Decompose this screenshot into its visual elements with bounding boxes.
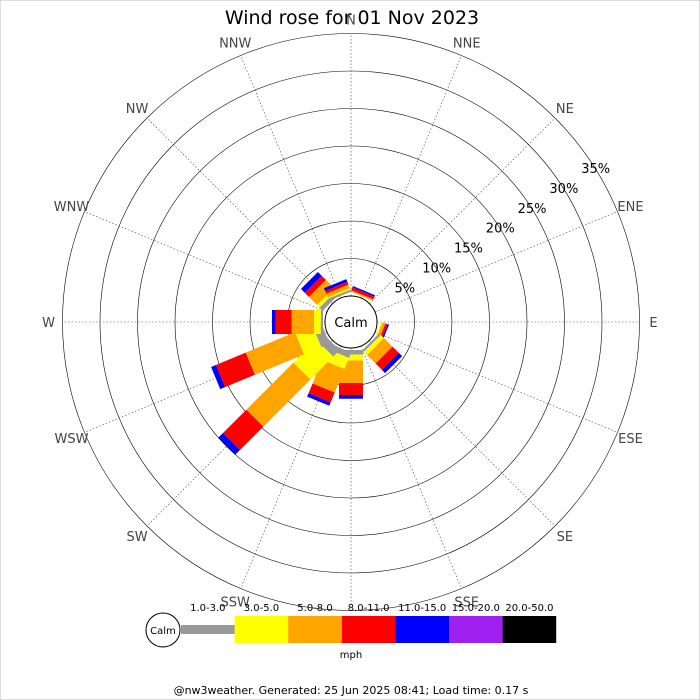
bar-wsw-bin-5 bbox=[211, 365, 226, 390]
ring-label-3: 15% bbox=[454, 242, 483, 257]
bar-wsw-bin-4 bbox=[215, 352, 255, 388]
direction-label-nw: NW bbox=[126, 102, 149, 117]
legend-calm-circle bbox=[145, 612, 181, 648]
legend-swatch-2 bbox=[234, 616, 289, 643]
ring-label-2: 10% bbox=[422, 261, 451, 276]
legend-label-5: 11.0-15.0 bbox=[398, 603, 446, 614]
direction-label-nnw: NNW bbox=[219, 37, 251, 52]
ring-label-7: 35% bbox=[581, 162, 610, 177]
bar-sw-bin-5 bbox=[218, 433, 240, 455]
legend-swatch-6 bbox=[449, 616, 503, 643]
calm-label: Calm bbox=[334, 316, 367, 331]
legend: Calm 1.0-3.0 3.0-5.0 5.0-8.0 8.0-11.0 11.0-1… bbox=[145, 603, 557, 661]
bar-ssw-bin-4 bbox=[308, 383, 335, 403]
ring-label-4: 20% bbox=[486, 222, 515, 237]
ring-label-1: 5% bbox=[395, 281, 416, 296]
grid-ring-5 bbox=[137, 108, 565, 536]
legend-label-1: 1.0-3.0 bbox=[190, 603, 225, 614]
direction-label-sw: SW bbox=[127, 530, 148, 545]
grid-ring-7 bbox=[62, 33, 640, 611]
direction-label-ne: NE bbox=[556, 102, 574, 117]
legend-label-2: 3.0-5.0 bbox=[244, 603, 279, 614]
ring-label-5: 25% bbox=[518, 202, 547, 217]
legend-label-7: 20.0-50.0 bbox=[505, 603, 553, 614]
direction-label-ene: ENE bbox=[617, 200, 643, 215]
direction-label-wnw: WNW bbox=[54, 200, 90, 215]
direction-label-n: N bbox=[346, 14, 356, 29]
chart-title: Wind rose for 01 Nov 2023 bbox=[225, 7, 479, 29]
bar-nne-bin-5 bbox=[352, 286, 376, 297]
legend-label-6: 15.0-20.0 bbox=[452, 603, 500, 614]
bar-s-bin-4 bbox=[339, 383, 363, 395]
bar-nnw-bin-2 bbox=[327, 288, 351, 299]
bar-nnw-bin-4 bbox=[325, 281, 349, 294]
bar-nnw-bin-1 bbox=[328, 289, 352, 301]
direction-label-sse: SSE bbox=[454, 595, 479, 610]
bar-se-bin-4 bbox=[375, 346, 399, 370]
bar-se-bin-2 bbox=[363, 334, 385, 356]
legend-calm-label: Calm bbox=[150, 626, 176, 637]
legend-swatch-1 bbox=[181, 625, 235, 634]
bar-s-bin-5 bbox=[339, 395, 363, 399]
direction-label-w: W bbox=[42, 316, 55, 331]
bar-w-bin-1 bbox=[320, 310, 323, 334]
legend-swatch-5 bbox=[395, 616, 449, 643]
direction-label-ssw: SSW bbox=[221, 595, 251, 610]
bar-se-bin-5 bbox=[381, 352, 403, 374]
bar-se-bin-1 bbox=[362, 333, 381, 352]
ring-label-6: 30% bbox=[549, 182, 578, 197]
direction-label-se: SE bbox=[557, 530, 573, 545]
wind-bars bbox=[211, 272, 403, 455]
bar-nne-bin-3 bbox=[350, 290, 374, 301]
calm-circle bbox=[324, 295, 378, 349]
footer-text: @nw3weather. Generated: 25 Jun 2025 08:4… bbox=[174, 684, 529, 697]
direction-label-e: E bbox=[649, 316, 657, 331]
calm-center: Calm bbox=[324, 295, 378, 349]
bar-nne-bin-4 bbox=[351, 287, 375, 300]
direction-label-wsw: WSW bbox=[55, 432, 89, 447]
legend-unit: mph bbox=[340, 650, 362, 661]
bar-nnw-bin-3 bbox=[326, 284, 350, 298]
bar-nw-bin-4 bbox=[304, 275, 326, 297]
bar-wsw-bin-3 bbox=[245, 332, 305, 375]
legend-items: 1.0-3.0 3.0-5.0 5.0-8.0 8.0-11.0 11.0-15.0 15… bbox=[181, 603, 557, 643]
bar-se-bin-3 bbox=[367, 338, 393, 364]
legend-swatch-4 bbox=[341, 616, 396, 643]
bar-sw-bin-3 bbox=[246, 362, 311, 427]
polar-grid: NNNENEENEEESESESSESSSWSWWSWWWNWNWNNW bbox=[42, 14, 658, 634]
bar-ssw-bin-5 bbox=[307, 393, 331, 406]
grid-ring-4 bbox=[174, 145, 528, 499]
direction-label-ese: ESE bbox=[618, 432, 643, 447]
bar-w-bin-5 bbox=[272, 310, 276, 334]
bar-w-bin-2 bbox=[314, 310, 321, 334]
legend-label-3: 5.0-8.0 bbox=[297, 603, 332, 614]
bar-nw-bin-3 bbox=[308, 279, 334, 305]
bar-nw-bin-5 bbox=[301, 272, 322, 293]
direction-label-nne: NNE bbox=[453, 37, 481, 52]
legend-swatch-7 bbox=[502, 616, 557, 643]
bar-nnw-bin-5 bbox=[324, 279, 348, 291]
bar-sw-bin-2 bbox=[293, 339, 334, 380]
legend-swatch-3 bbox=[288, 616, 342, 643]
legend-label-4: 8.0-11.0 bbox=[348, 603, 390, 614]
ring-labels: 5% 10%15%20%25%30%35% bbox=[395, 162, 611, 296]
bar-w-bin-3 bbox=[291, 310, 314, 334]
bar-w-bin-4 bbox=[275, 310, 292, 334]
bar-sw-bin-4 bbox=[223, 409, 264, 450]
